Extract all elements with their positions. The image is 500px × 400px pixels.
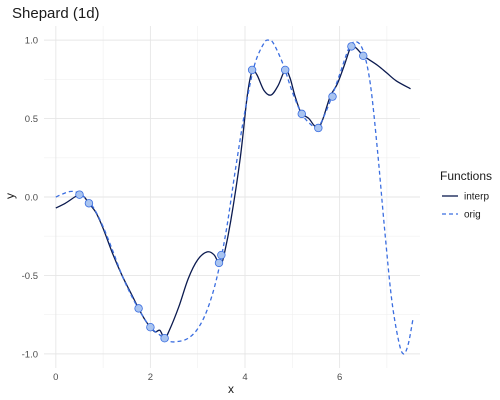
x-tick-label: 2 [148,372,153,383]
y-axis-ticks: -1.0 -0.5 0.0 0.5 1.0 [22,36,38,361]
y-tick-label: -0.5 [22,271,38,282]
x-tick-label: 0 [53,372,58,383]
data-point [359,51,368,61]
data-point [281,65,290,75]
legend-label-interp: interp [464,192,489,203]
data-point [328,92,337,101]
data-point [347,42,356,51]
y-tick-label: 0.0 [25,193,38,204]
chart-title: Shepard (1d) [12,5,100,22]
legend-label-orig: orig [464,210,481,221]
data-point [84,199,94,208]
x-tick-label: 4 [242,372,247,383]
legend-title: Functions [440,169,492,183]
y-tick-label: -1.0 [22,349,38,360]
legend: Functions interp orig [440,169,492,221]
series-layer [55,39,414,355]
y-axis-label: y [3,193,17,199]
data-point [134,304,143,313]
x-axis-ticks: 0 2 4 6 [53,372,342,383]
series-line-orig [55,39,414,355]
x-axis-label: x [228,382,234,396]
data-point [146,323,155,332]
data-point [314,123,323,133]
data-point [297,109,306,119]
data-point [75,190,84,199]
data-point [214,258,224,268]
x-tick-label: 6 [337,372,342,383]
y-tick-label: 0.5 [25,114,38,125]
data-point [160,333,169,343]
series-line-interp [55,45,411,339]
data-point [217,250,226,260]
y-tick-label: 1.0 [25,36,38,47]
data-point [247,65,257,75]
data-points [75,42,368,343]
